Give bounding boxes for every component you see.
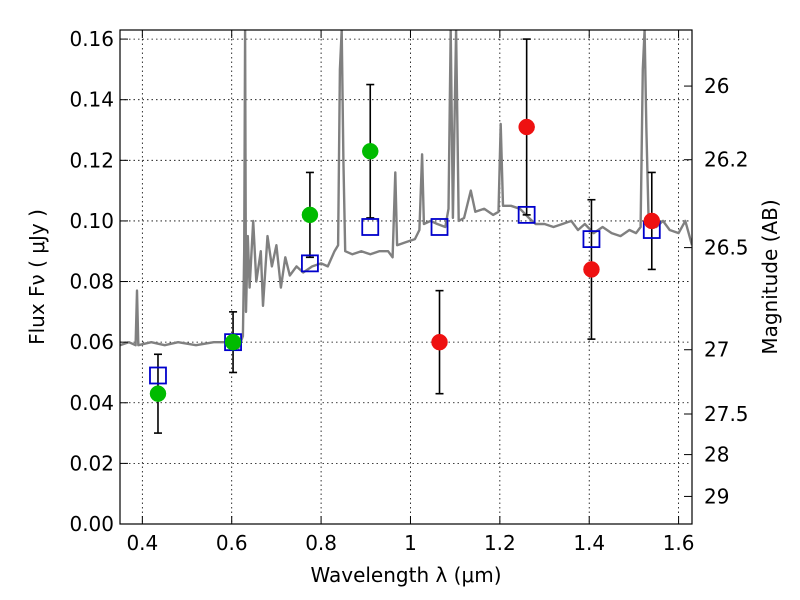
observed-flux-point <box>583 261 600 278</box>
right-tick-label: 26.5 <box>704 236 749 260</box>
y-tick-label: 0.08 <box>69 270 114 294</box>
model-flux-square <box>301 254 319 273</box>
right-tick-label: 26.2 <box>704 148 749 172</box>
right-tick-label: 29 <box>704 484 729 508</box>
plot-background <box>120 30 692 524</box>
y-tick-label: 0.06 <box>69 330 114 354</box>
right-tick-label: 27.5 <box>704 402 749 426</box>
model-flux-square <box>149 366 167 385</box>
y-tick-label: 0.12 <box>69 148 114 172</box>
observed-flux-point <box>224 333 242 351</box>
y-tick-label: 0.16 <box>69 27 114 51</box>
model-flux-square <box>430 218 449 236</box>
x-tick-label: 1.2 <box>484 531 516 555</box>
y-axis-title: Flux Fν ( μJy ) <box>25 209 49 345</box>
model-flux-square <box>517 205 536 224</box>
x-tick-label: 0.4 <box>126 531 158 555</box>
observed-flux-point <box>643 212 661 230</box>
x-tick-label: 0.8 <box>305 531 337 555</box>
y-tick-label: 0.14 <box>69 88 114 112</box>
observed-flux-point <box>149 385 167 402</box>
right-axis-title: Magnitude (AB) <box>758 199 782 354</box>
right-tick-label: 28 <box>704 443 729 467</box>
right-tick-label: 27 <box>704 338 729 362</box>
x-tick-label: 1.6 <box>663 531 695 555</box>
y-tick-label: 0.10 <box>69 209 114 233</box>
data-markers <box>149 118 661 402</box>
observed-flux-point <box>431 333 448 351</box>
ticks: 0.4 0.6 0.8 1 1.2 1.4 1.6 0.00 0.02 0.04 0.06 0.08 0… <box>69 27 748 555</box>
y-tick-label: 0.02 <box>69 451 114 475</box>
right-tick-label: 26 <box>704 74 729 98</box>
y-tick-label: 0.04 <box>69 391 114 415</box>
observed-flux-point <box>362 142 379 160</box>
observed-flux-point <box>301 206 319 224</box>
plot-frame <box>119 29 693 525</box>
y-tick-label: 0.00 <box>69 512 114 536</box>
x-tick-label: 1 <box>404 531 417 555</box>
x-tick-label: 1.4 <box>573 531 605 555</box>
x-axis-title: Wavelength λ (μm) <box>310 563 501 587</box>
model-flux-square <box>582 230 601 249</box>
observed-flux-point <box>518 118 535 136</box>
x-tick-label: 0.6 <box>216 531 248 555</box>
model-flux-square <box>361 218 380 236</box>
